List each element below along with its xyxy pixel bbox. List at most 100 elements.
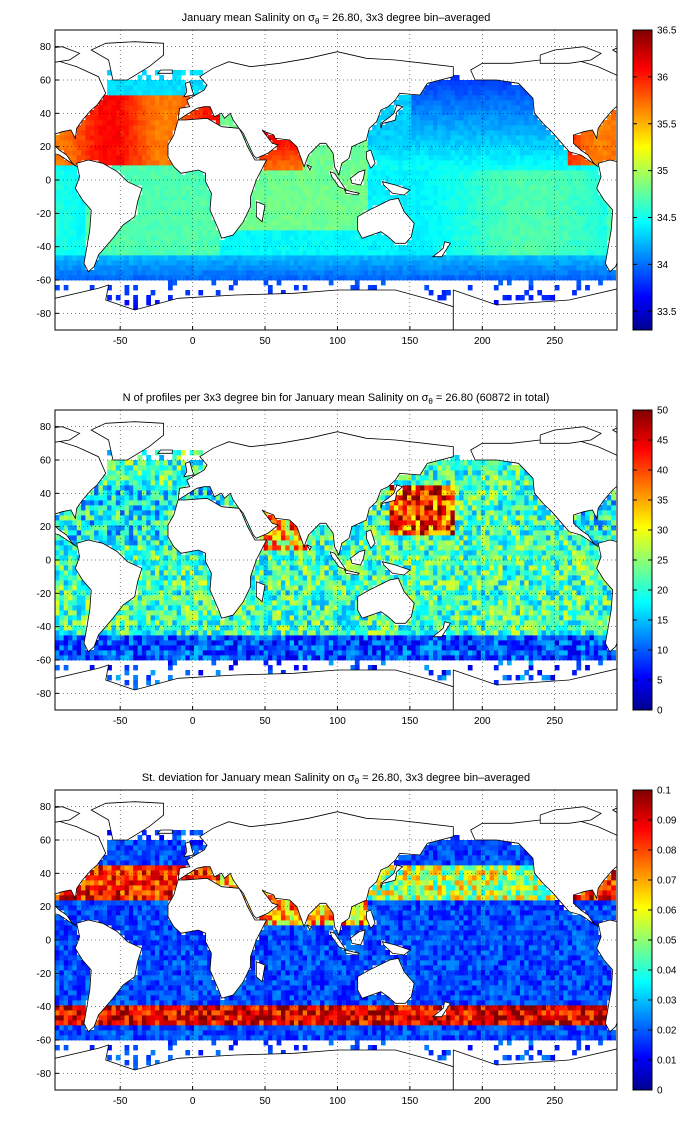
heat-cell — [176, 595, 182, 601]
heat-cell — [115, 515, 121, 521]
heat-cell — [76, 275, 82, 281]
heat-cell — [128, 545, 134, 551]
heat-cell — [320, 265, 325, 271]
heat-cell — [176, 255, 182, 261]
heat-cell — [172, 125, 178, 131]
heat-cell — [454, 110, 460, 116]
heat-cell — [307, 230, 312, 236]
heat-cell — [511, 265, 517, 271]
heat-cell — [280, 175, 286, 181]
heat-cell — [446, 235, 451, 241]
heat-cell — [141, 470, 147, 476]
heat-cell — [341, 210, 347, 216]
heat-cell — [120, 265, 125, 271]
heat-cell — [389, 140, 395, 146]
heat-cell — [133, 295, 138, 301]
heat-cell — [198, 200, 204, 206]
heat-cell — [402, 255, 408, 261]
heat-cell — [237, 265, 243, 271]
heat-cell — [272, 185, 278, 191]
heat-cell — [150, 255, 156, 261]
heat-cell — [554, 150, 560, 156]
heat-cell — [433, 95, 438, 101]
heat-cell — [81, 605, 86, 611]
heat-cell — [76, 625, 82, 631]
heat-cell — [146, 575, 151, 581]
heat-cell — [593, 190, 599, 196]
heat-cell — [181, 650, 186, 656]
heat-cell — [72, 255, 78, 261]
heat-cell — [85, 235, 91, 241]
heat-cell — [189, 175, 195, 181]
heat-cell — [280, 250, 286, 256]
heat-cell — [141, 475, 147, 481]
heat-cell — [550, 250, 556, 256]
heat-cell — [437, 95, 443, 101]
heat-cell — [137, 625, 143, 631]
heat-cell — [389, 245, 395, 251]
heat-cell — [111, 500, 117, 506]
heat-cell — [215, 235, 221, 241]
heat-cell — [346, 165, 351, 171]
heat-cell — [89, 530, 95, 536]
heat-cell — [385, 135, 390, 141]
heat-cell — [241, 240, 247, 246]
heat-cell — [424, 165, 430, 171]
heat-cell — [159, 455, 165, 461]
heat-cell — [324, 265, 330, 271]
heat-cell — [506, 245, 512, 251]
heat-cell — [598, 150, 603, 156]
heat-cell — [194, 630, 199, 636]
heat-cell — [367, 200, 373, 206]
heat-cell — [181, 235, 186, 241]
heat-cell — [115, 90, 121, 96]
heat-cell — [372, 200, 377, 206]
heat-cell — [593, 180, 599, 186]
heat-cell — [198, 495, 204, 501]
heat-cell — [172, 455, 178, 461]
heat-cell — [506, 110, 512, 116]
heat-cell — [341, 220, 347, 226]
heat-cell — [55, 605, 60, 611]
heat-cell — [194, 80, 199, 86]
heat-cell — [59, 145, 65, 151]
heat-cell — [181, 495, 186, 501]
heat-cell — [459, 160, 464, 166]
heat-cell — [137, 140, 143, 146]
heat-cell — [428, 145, 434, 151]
heat-cell — [150, 480, 156, 486]
heat-cell — [428, 270, 434, 276]
heat-cell — [559, 165, 564, 171]
heat-cell — [202, 490, 208, 496]
heat-cell — [72, 545, 78, 551]
heat-cell — [333, 180, 338, 186]
heat-cell — [450, 145, 456, 151]
heat-cell — [307, 210, 312, 216]
heat-cell — [163, 510, 169, 516]
heat-cell — [450, 185, 456, 191]
heat-cell — [59, 600, 65, 606]
heat-cell — [606, 270, 612, 276]
heat-cell — [454, 235, 460, 241]
heat-cell — [259, 180, 264, 186]
heat-cell — [154, 530, 160, 536]
heat-cell — [128, 535, 134, 541]
heat-cell — [72, 265, 78, 271]
heat-cell — [580, 260, 586, 266]
heat-cell — [107, 535, 112, 541]
heat-cell — [263, 165, 269, 171]
heat-cell — [154, 520, 160, 526]
heat-cell — [102, 475, 108, 481]
heat-cell — [302, 260, 308, 266]
y-tick-label: -40 — [37, 242, 52, 253]
heat-cell — [133, 240, 138, 246]
heat-cell — [272, 140, 278, 146]
heat-cell — [172, 100, 178, 106]
heat-cell — [567, 180, 573, 186]
heat-cell — [528, 210, 534, 216]
heat-cell — [554, 245, 560, 251]
heat-cell — [68, 645, 73, 651]
heat-cell — [307, 190, 312, 196]
heat-cell — [146, 595, 151, 601]
heat-cell — [502, 245, 508, 251]
